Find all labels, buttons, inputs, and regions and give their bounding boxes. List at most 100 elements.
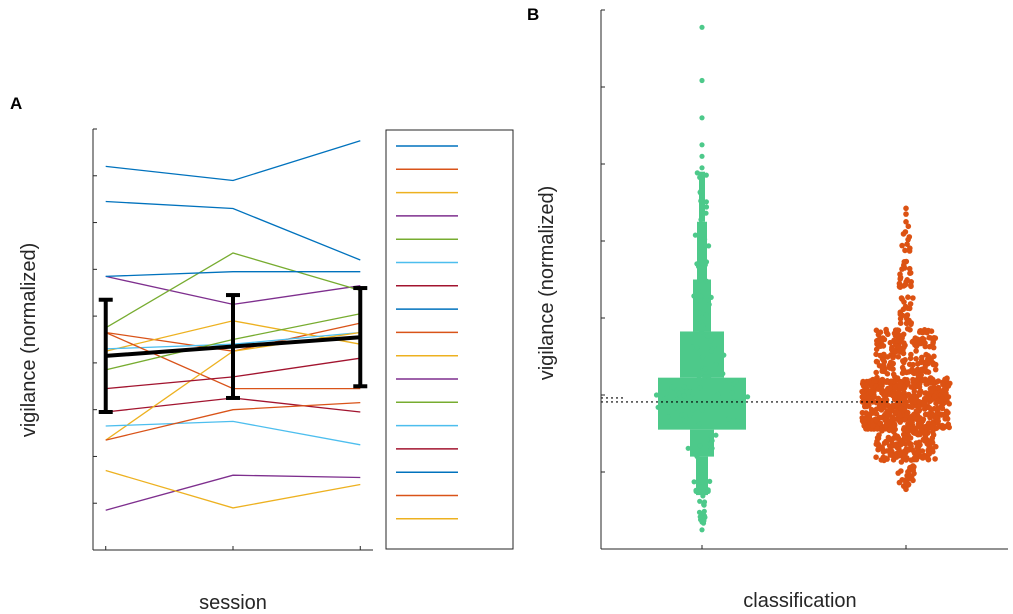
- wrong-point: [922, 433, 929, 440]
- correct-point: [703, 259, 710, 265]
- wrong-point: [888, 452, 895, 459]
- wrong-point: [878, 401, 884, 408]
- correct-density-band: [697, 221, 707, 280]
- correct-point: [685, 445, 691, 451]
- correct-point: [699, 260, 705, 266]
- wrong-point: [924, 455, 931, 461]
- wrong-point: [880, 357, 887, 363]
- wrong-point: [898, 459, 905, 465]
- correct-point: [713, 432, 719, 438]
- wrong-point: [905, 223, 912, 230]
- wrong-point: [881, 378, 887, 385]
- wrong-point: [894, 338, 901, 344]
- wrong-point: [906, 305, 913, 312]
- wrong-point: [878, 427, 885, 433]
- wrong-point: [930, 361, 936, 368]
- wrong-point: [907, 270, 913, 277]
- correct-point: [740, 405, 746, 411]
- wrong-point: [900, 231, 907, 237]
- panel-a-y-ticks: [93, 128, 97, 551]
- correct-point: [701, 502, 707, 508]
- wrong-point: [916, 399, 923, 405]
- panel-b-y-axis-label: vigilance (normalized): [536, 186, 558, 381]
- wrong-point: [901, 340, 907, 346]
- wrong-point: [897, 271, 903, 278]
- correct-point: [699, 354, 706, 360]
- wrong-point: [862, 403, 868, 409]
- correct-point: [690, 391, 696, 397]
- correct-point: [699, 474, 705, 480]
- correct-point: [694, 170, 700, 176]
- correct-point: [704, 436, 710, 442]
- panel-a-plot-area: [98, 140, 368, 511]
- wrong-point: [928, 388, 934, 394]
- wrong-point: [898, 468, 904, 474]
- wrong-point: [896, 348, 902, 355]
- correct-point: [700, 493, 706, 499]
- correct-point: [698, 198, 704, 204]
- wrong-point: [903, 369, 910, 376]
- wrong-point: [944, 394, 951, 400]
- correct-point: [653, 392, 660, 398]
- wrong-point: [901, 299, 907, 305]
- wrong-point: [925, 420, 932, 427]
- correct-point: [692, 232, 699, 238]
- wrong-point: [928, 328, 935, 335]
- wrong-point: [900, 306, 907, 313]
- correct-point: [697, 250, 703, 256]
- correct-outlier-point: [699, 165, 705, 171]
- wrong-point: [887, 385, 893, 391]
- correct-point: [696, 456, 702, 463]
- wrong-point: [901, 417, 908, 423]
- correct-point: [706, 301, 712, 308]
- wrong-point: [884, 413, 891, 420]
- correct-point: [674, 396, 681, 403]
- correct-point: [693, 299, 699, 305]
- wrong-point: [935, 418, 941, 425]
- wrong-point: [893, 454, 900, 460]
- wrong-point: [905, 379, 911, 386]
- panel-b-axes: [600, 10, 1008, 550]
- wrong-point: [891, 422, 898, 429]
- correct-point: [698, 293, 704, 299]
- panel-a-y-axis-label: vigilance (normalized): [18, 243, 40, 438]
- wrong-point: [913, 343, 920, 350]
- wrong-point: [881, 351, 887, 358]
- wrong-point: [872, 416, 879, 423]
- correct-outlier-point: [699, 527, 705, 533]
- wrong-point: [896, 479, 903, 486]
- wrong-point: [902, 441, 909, 447]
- panel-b-x-ticks: [701, 545, 907, 549]
- correct-point: [704, 333, 710, 339]
- wrong-point: [904, 277, 910, 283]
- panel-b: B classification vigilance (normalized): [527, 5, 1008, 612]
- wrong-point: [873, 454, 879, 461]
- panel-b-x-axis-label: classification: [743, 590, 856, 612]
- wrong-point: [892, 374, 898, 380]
- wrong-point: [925, 369, 932, 376]
- correct-point: [694, 345, 700, 351]
- correct-point: [702, 374, 708, 380]
- wrong-point: [906, 234, 913, 240]
- correct-point: [696, 310, 702, 316]
- wrong-point: [874, 338, 880, 344]
- correct-point: [681, 384, 687, 390]
- wrong-point: [902, 452, 908, 459]
- wrong-point: [890, 353, 896, 359]
- wrong-point: [905, 391, 912, 398]
- wrong-point: [875, 343, 882, 350]
- wrong-point: [887, 365, 893, 371]
- wrong-point: [920, 367, 926, 374]
- wrong-point: [931, 414, 938, 420]
- correct-point: [673, 405, 679, 411]
- wrong-point: [901, 344, 907, 351]
- correct-point: [703, 172, 709, 178]
- wrong-point: [881, 336, 888, 343]
- wrong-point: [935, 407, 941, 413]
- correct-point: [729, 390, 735, 396]
- wrong-point: [902, 247, 908, 254]
- wrong-point: [895, 390, 902, 396]
- wrong-point: [874, 374, 880, 381]
- wrong-point: [901, 259, 908, 265]
- wrong-point: [873, 411, 880, 417]
